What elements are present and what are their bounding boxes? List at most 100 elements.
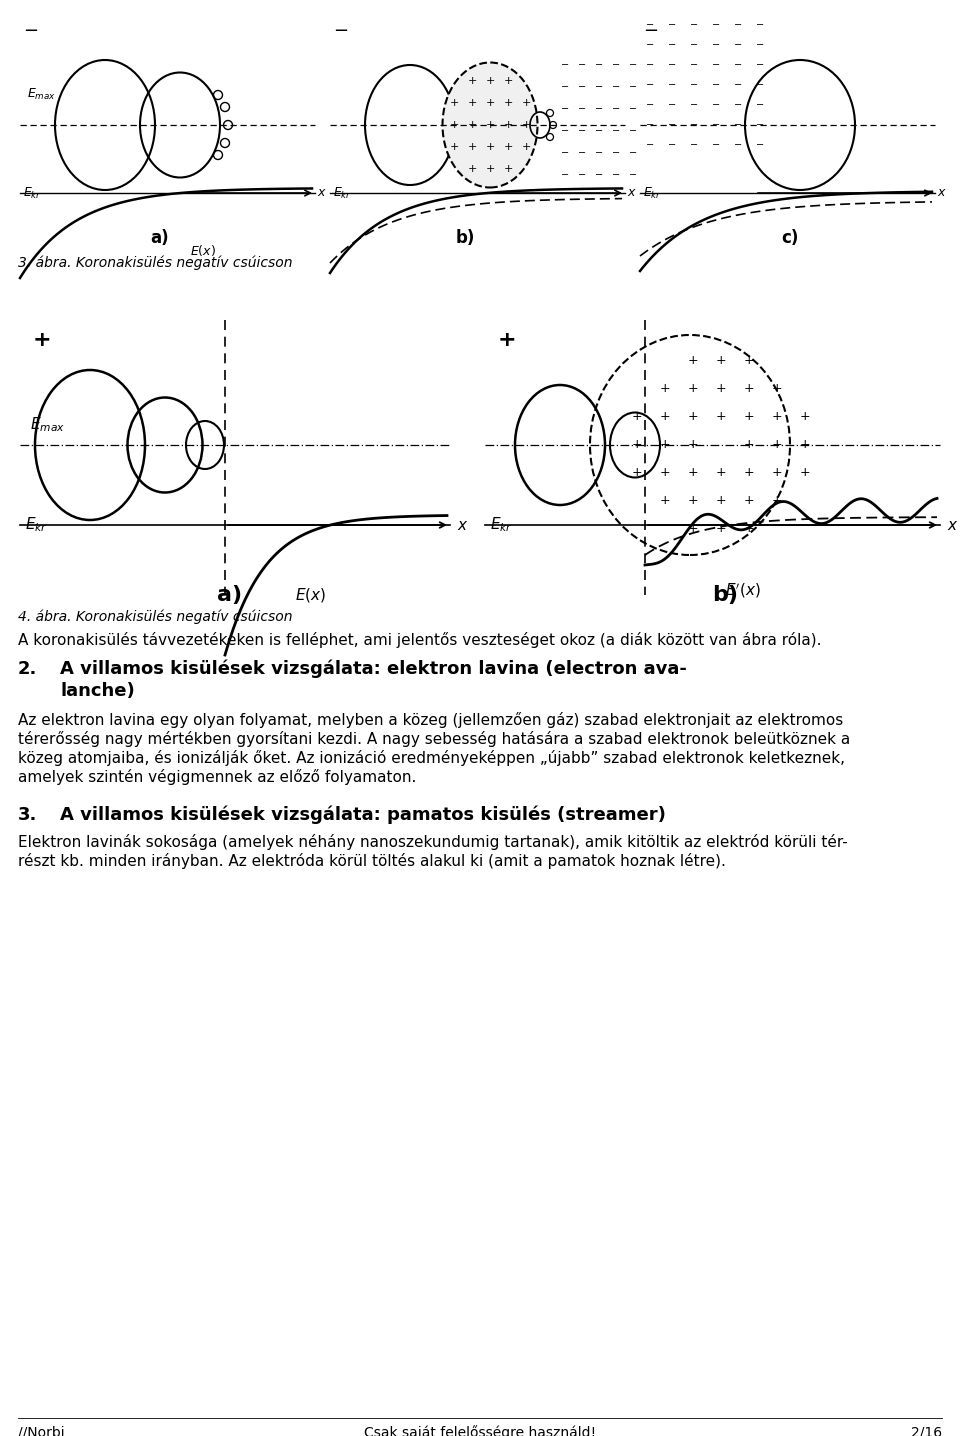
Text: −: −: [612, 169, 620, 180]
Text: közeg atomjaiba, és ionizálják őket. Az ionizáció eredményeképpen „újabb” szabad: közeg atomjaiba, és ionizálják őket. Az …: [18, 750, 845, 765]
Text: +: +: [687, 438, 698, 451]
Text: +: +: [660, 382, 670, 395]
Text: −: −: [712, 139, 720, 149]
Text: +: +: [503, 98, 513, 108]
Text: −: −: [690, 139, 698, 149]
Text: −: −: [690, 80, 698, 90]
Text: −: −: [578, 82, 586, 92]
Text: +: +: [498, 330, 516, 350]
Text: −: −: [734, 101, 742, 111]
Text: +: +: [772, 467, 782, 480]
Text: −: −: [712, 40, 720, 50]
Text: 2/16: 2/16: [911, 1425, 942, 1436]
Text: −: −: [333, 22, 348, 40]
Text: −: −: [690, 60, 698, 70]
Text: +: +: [468, 164, 477, 174]
Text: amelyek szintén végigmennek az előző folyamaton.: amelyek szintén végigmennek az előző fol…: [18, 770, 417, 785]
Text: $E_{kr}$: $E_{kr}$: [25, 516, 48, 534]
Text: +: +: [744, 494, 755, 507]
Text: −: −: [756, 20, 764, 30]
Text: +: +: [486, 76, 494, 86]
Text: −: −: [756, 139, 764, 149]
Text: +: +: [687, 411, 698, 424]
Text: −: −: [690, 101, 698, 111]
Text: −: −: [561, 103, 569, 113]
Text: −: −: [690, 20, 698, 30]
Text: −: −: [578, 126, 586, 136]
Text: b): b): [455, 228, 474, 247]
Text: −: −: [595, 60, 603, 70]
Text: −: −: [595, 82, 603, 92]
Text: −: −: [612, 103, 620, 113]
Text: +: +: [660, 467, 670, 480]
Text: +: +: [687, 467, 698, 480]
Text: −: −: [668, 121, 676, 131]
Text: $E'(x)$: $E'(x)$: [725, 582, 760, 599]
Text: −: −: [561, 60, 569, 70]
Text: $E_{kr}$: $E_{kr}$: [490, 516, 513, 534]
Text: −: −: [668, 80, 676, 90]
Text: +: +: [468, 98, 477, 108]
Text: −: −: [629, 60, 637, 70]
Text: −: −: [629, 82, 637, 92]
Text: +: +: [716, 411, 727, 424]
Text: +: +: [449, 121, 459, 131]
Text: 3. ábra. Koronakisülés negatív csúicson: 3. ábra. Koronakisülés negatív csúicson: [18, 256, 293, 270]
Text: +: +: [744, 382, 755, 395]
Text: $E_{kr}$: $E_{kr}$: [333, 185, 352, 201]
Text: +: +: [744, 467, 755, 480]
Text: $E_{max}$: $E_{max}$: [27, 88, 56, 102]
Text: x: x: [457, 517, 466, 533]
Text: +: +: [800, 438, 810, 451]
Text: −: −: [734, 139, 742, 149]
Text: +: +: [521, 98, 531, 108]
Text: −: −: [734, 121, 742, 131]
Text: A villamos kisülések vizsgálata: pamatos kisülés (streamer): A villamos kisülések vizsgálata: pamatos…: [60, 806, 666, 824]
Text: +: +: [800, 467, 810, 480]
Text: −: −: [712, 80, 720, 90]
Text: +: +: [744, 411, 755, 424]
Text: $E(x)$: $E(x)$: [295, 586, 326, 605]
Text: +: +: [521, 142, 531, 152]
Text: −: −: [734, 40, 742, 50]
Text: c): c): [781, 228, 799, 247]
Text: −: −: [595, 103, 603, 113]
Text: −: −: [578, 60, 586, 70]
Text: +: +: [486, 142, 494, 152]
Text: −: −: [646, 101, 654, 111]
Text: +: +: [772, 382, 782, 395]
Text: −: −: [561, 169, 569, 180]
Text: −: −: [668, 139, 676, 149]
Text: +: +: [687, 494, 698, 507]
Text: −: −: [668, 60, 676, 70]
Text: 4. ábra. Koronakisülés negatív csúicson: 4. ábra. Koronakisülés negatív csúicson: [18, 610, 293, 625]
Text: részt kb. minden irányban. Az elektróda körül töltés alakul ki (amit a pamatok h: részt kb. minden irányban. Az elektróda …: [18, 853, 726, 869]
Text: −: −: [756, 121, 764, 131]
Text: −: −: [643, 22, 659, 40]
Text: −: −: [646, 139, 654, 149]
Text: −: −: [561, 148, 569, 158]
Text: Elektron lavinák sokosága (amelyek néhány nanoszekundumig tartanak), amik kitölt: Elektron lavinák sokosága (amelyek néhán…: [18, 834, 848, 850]
Text: −: −: [734, 20, 742, 30]
Text: −: −: [646, 60, 654, 70]
Text: −: −: [646, 80, 654, 90]
Text: −: −: [734, 80, 742, 90]
Text: 3.: 3.: [18, 806, 37, 824]
Text: +: +: [632, 438, 642, 451]
Text: x: x: [937, 187, 945, 200]
Text: $E_{max}$: $E_{max}$: [30, 415, 65, 434]
Text: +: +: [660, 494, 670, 507]
Text: −: −: [756, 60, 764, 70]
Ellipse shape: [443, 63, 538, 188]
Text: a): a): [217, 584, 243, 605]
Text: +: +: [660, 411, 670, 424]
Text: −: −: [629, 103, 637, 113]
Text: −: −: [756, 40, 764, 50]
Text: térerősség nagy mértékben gyorsítani kezdi. A nagy sebesség hatására a szabad el: térerősség nagy mértékben gyorsítani kez…: [18, 731, 851, 747]
Text: −: −: [612, 60, 620, 70]
Text: +: +: [503, 142, 513, 152]
Text: −: −: [668, 20, 676, 30]
Text: a): a): [151, 228, 169, 247]
Text: 2.: 2.: [18, 661, 37, 678]
Text: +: +: [486, 164, 494, 174]
